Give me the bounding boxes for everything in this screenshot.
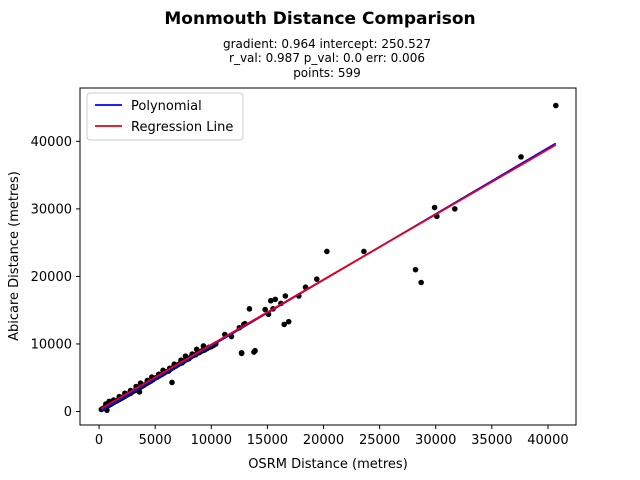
x-tick-label: 20000 (303, 433, 344, 448)
scatter-point (553, 102, 559, 109)
y-tick-label: 30000 (31, 202, 72, 217)
y-tick-label: 0 (64, 405, 72, 420)
scatter-point (281, 321, 288, 328)
y-tick-label: 10000 (31, 337, 72, 352)
stats-line-2: r_val: 0.987 p_val: 0.0 err: 0.006 (229, 51, 425, 65)
scatter-point (169, 379, 175, 386)
legend: Polynomial Regression Line (86, 92, 244, 141)
y-tick-label: 20000 (31, 270, 72, 285)
y-tick-label: 40000 (31, 135, 72, 150)
data-layer (98, 102, 559, 413)
scatter-point (285, 318, 292, 325)
y-axis-label: Abicare Distance (metres) (7, 171, 22, 341)
x-tick-label: 25000 (359, 433, 400, 448)
x-tick-label: 5000 (139, 433, 172, 448)
plot-frame (79, 87, 577, 426)
scatter-point (200, 343, 207, 349)
chart-title: Monmouth Distance Comparison (164, 9, 475, 29)
legend-label-polynomial: Polynomial (131, 99, 202, 114)
legend-box (86, 92, 244, 141)
scatter-point (252, 347, 258, 354)
scatter-point (262, 306, 268, 313)
legend-label-regression-line: Regression Line (131, 120, 233, 135)
x-tick-label: 15000 (247, 433, 288, 448)
scatter-point (361, 248, 367, 255)
x-tick-label: 40000 (527, 433, 568, 448)
scatter-point (267, 297, 274, 304)
x-tick-label: 0 (95, 433, 103, 448)
scatter-point (246, 306, 253, 312)
scatter-point (136, 389, 143, 395)
stats-line-3: points: 599 (293, 66, 361, 80)
x-tick-label: 10000 (191, 433, 232, 448)
stats-line-1: gradient: 0.964 intercept: 250.527 (223, 37, 431, 51)
scatter-point (418, 279, 424, 286)
regression-line-line (100, 144, 557, 410)
scatter-point (518, 154, 524, 160)
x-tick-label: 35000 (471, 433, 512, 448)
x-axis-label: OSRM Distance (metres) (248, 457, 408, 472)
scatter-point (324, 248, 330, 255)
scatter-point (272, 296, 279, 303)
scatter-point (182, 353, 189, 359)
y-axis-ticks: 0 10000 20000 30000 40000 (31, 135, 80, 420)
x-tick-label: 30000 (415, 433, 456, 448)
x-axis-ticks: 0 5000 10000 15000 20000 25000 30000 35000 40000 (95, 425, 569, 448)
scatter-point (412, 266, 419, 273)
scatter-point (313, 276, 320, 282)
scatter-point (452, 206, 458, 212)
scatter-point (431, 204, 438, 211)
scatter-point (282, 293, 289, 299)
scatter-point (238, 349, 245, 356)
